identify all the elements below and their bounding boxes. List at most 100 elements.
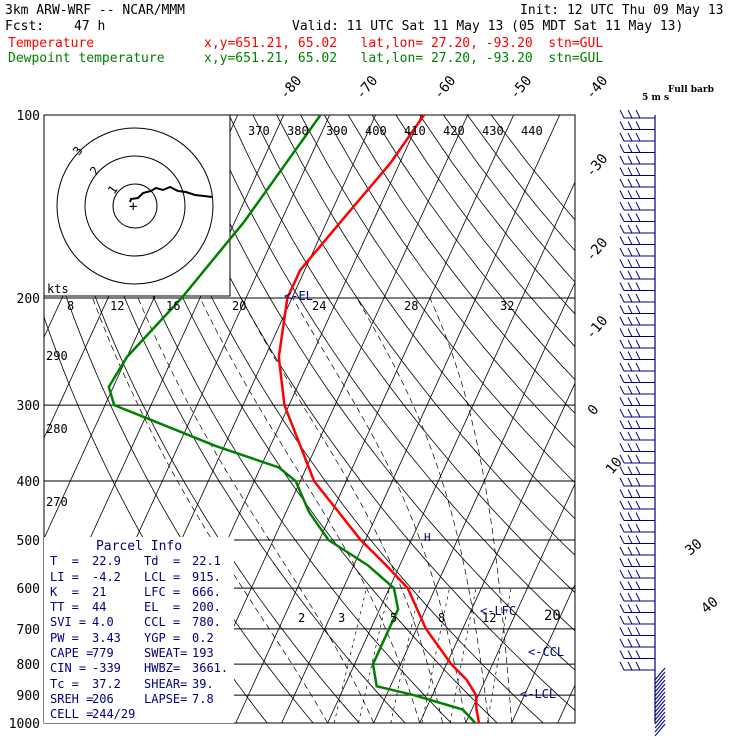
wind-barb-low <box>654 683 666 697</box>
wind-barb-flag <box>627 558 633 567</box>
diagram-grid <box>43 114 740 724</box>
isotherm-line <box>650 115 740 723</box>
wind-barb-flag <box>627 374 633 383</box>
parcel-info-value: 0.2 <box>192 630 214 645</box>
moist-adiabat <box>356 297 490 723</box>
wind-barb-flag <box>635 661 641 671</box>
parcel-info-value: 39. <box>192 676 214 691</box>
theta-left-label: 290 <box>46 349 68 363</box>
parcel-info-value: 779 <box>92 646 114 661</box>
dry-adiabat <box>204 115 575 632</box>
wind-barb-flag <box>619 523 625 533</box>
wind-barb-flag <box>619 247 625 257</box>
wind-barb-flag <box>619 316 625 326</box>
wind-barb-flag <box>635 362 641 372</box>
wind-barb-flag <box>635 178 641 188</box>
wind-barb-flag <box>619 351 625 360</box>
forecast-label: Fcst: <box>5 19 45 34</box>
hodograph-center-marker: + <box>129 199 137 215</box>
wind-barb-flag <box>627 615 633 625</box>
legend-temperature-label: Temperature <box>8 36 95 51</box>
wind-barb-flag <box>627 155 633 165</box>
wind-barb-flag <box>627 247 633 257</box>
parcel-info-label: T = <box>50 554 79 569</box>
parcel-info-title: Parcel Info <box>95 539 183 554</box>
isotherm-label: 20 <box>544 608 561 624</box>
parcel-info-label: LAPSE= <box>144 691 188 706</box>
legend-dewpoint-label: Dewpoint temperature <box>8 51 165 66</box>
parcel-info-row: CIN = -339 HWBZ= 3661. <box>44 661 234 676</box>
wind-barb-flag <box>627 224 633 234</box>
wind-barb-low <box>654 687 666 701</box>
wind-barb-flag <box>627 132 633 142</box>
wind-barb-flag <box>627 282 633 291</box>
parcel-info-label: CAPE = <box>50 646 94 661</box>
wind-barb-flag <box>635 385 641 395</box>
dry-adiabat <box>44 134 360 723</box>
wind-barb-flag <box>635 466 641 475</box>
parcel-info-row: CELL = 244/29 <box>44 707 234 722</box>
wind-barb-flag <box>619 374 625 383</box>
wind-barb-low <box>654 675 666 689</box>
wind-barb-flag <box>635 132 641 142</box>
wind-barb-flag <box>619 362 625 372</box>
wind-barb-flag <box>635 443 641 452</box>
theta-left-label: 280 <box>46 422 68 436</box>
pressure-tick-label: 800 <box>17 658 40 673</box>
wind-barb-flag <box>635 454 641 464</box>
wind-barb-flag <box>627 466 633 475</box>
wind-barb-flag <box>635 305 641 314</box>
wind-barb-flag <box>635 558 641 567</box>
theta-label: 430 <box>482 124 504 138</box>
sounding-curves <box>107 115 481 723</box>
parcel-marker-lcl: <-LCL <box>520 687 556 701</box>
model-title: 3km ARW-WRF -- NCAR/MMM <box>5 3 186 18</box>
wind-barb-flag <box>627 454 633 464</box>
isotherm-label: -60 <box>431 73 460 103</box>
wind-barb-flag <box>635 397 641 406</box>
wind-barb-flag <box>627 569 633 579</box>
wind-barb-flag <box>619 132 625 142</box>
isotherm-line <box>557 684 575 723</box>
wind-barb-flag <box>635 523 641 533</box>
dry-adiabat <box>181 115 575 671</box>
mixing-ratio-label: 8 <box>438 611 445 625</box>
parcel-info-label: K = <box>50 584 79 599</box>
wind-barb-flag <box>635 374 641 383</box>
wind-barb-flag <box>627 397 633 406</box>
parcel-info-label: LFC = <box>144 584 181 599</box>
parcel-info-label: SVI = <box>50 615 87 630</box>
parcel-info-row: CAPE = 779 SWEAT= 193 <box>44 646 234 661</box>
dry-adiabat <box>324 115 575 449</box>
wind-barb-flag <box>635 167 641 176</box>
wind-barb-flag <box>619 489 625 498</box>
wind-barb-flag <box>619 224 625 234</box>
parcel-info-label: TT = <box>50 600 79 615</box>
wind-barb-flag <box>635 638 641 648</box>
theta-left-label: 270 <box>46 495 68 509</box>
wind-barb-low <box>654 667 666 681</box>
wind-barb-flag <box>627 351 633 360</box>
wind-barb-flag <box>627 500 633 510</box>
parcel-info-value: 44 <box>92 600 107 615</box>
wind-barb-low <box>654 691 666 705</box>
hodograph-ring-label: 28 <box>404 299 418 313</box>
isotherm-line <box>419 382 575 723</box>
wind-barb-flag <box>619 454 625 464</box>
wind-barb-flag <box>619 293 625 303</box>
pressure-tick-label: 600 <box>17 582 40 597</box>
wind-barb-flag <box>627 339 633 349</box>
wind-barb-flag <box>635 316 641 326</box>
wind-barb-flag <box>635 650 641 659</box>
dry-adiabat <box>443 115 575 283</box>
dry-adiabat <box>109 115 498 723</box>
wind-barb-low <box>654 715 666 729</box>
pressure-tick-label: 300 <box>17 399 40 414</box>
wind-barb-flag <box>619 615 625 625</box>
pressure-tick-label: 400 <box>17 475 40 490</box>
parcel-info-label: Tc = <box>50 676 79 691</box>
parcel-info-row: LI = -4.2 LCL = 915. <box>44 570 234 585</box>
hodograph-ring-label: 12 <box>110 299 124 313</box>
theta-label: 370 <box>248 124 270 138</box>
